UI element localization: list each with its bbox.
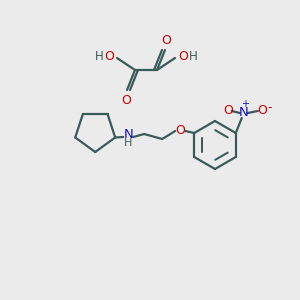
Text: -: -	[268, 101, 272, 115]
Text: H: H	[124, 138, 132, 148]
Text: O: O	[175, 124, 185, 137]
Text: H: H	[189, 50, 197, 64]
Text: O: O	[257, 104, 267, 118]
Text: H: H	[94, 50, 103, 64]
Text: O: O	[104, 50, 114, 64]
Text: O: O	[178, 50, 188, 64]
Text: O: O	[121, 94, 131, 106]
Text: O: O	[223, 104, 233, 118]
Text: N: N	[123, 128, 133, 140]
Text: +: +	[241, 99, 249, 109]
Text: N: N	[239, 106, 249, 119]
Text: O: O	[161, 34, 171, 46]
